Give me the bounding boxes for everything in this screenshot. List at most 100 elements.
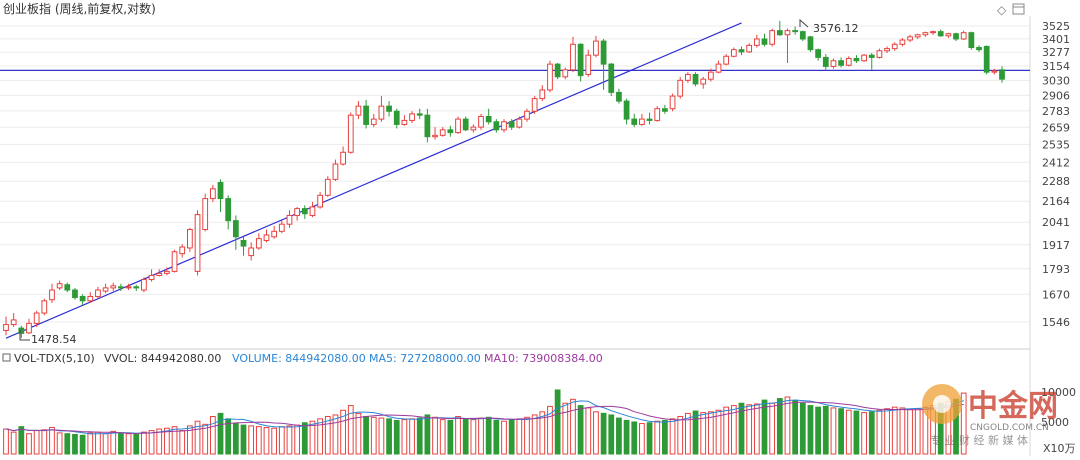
candle-body (355, 105, 362, 116)
candle-body (976, 47, 982, 51)
candle (455, 116, 461, 134)
price-axis-label: 2535 (1042, 138, 1070, 151)
volume-bar (187, 425, 193, 455)
volume-bar (470, 419, 477, 455)
candle (570, 36, 576, 73)
candle (102, 283, 109, 294)
volume-bar (56, 432, 63, 455)
volume-bars (3, 389, 967, 455)
candle (799, 30, 806, 42)
candle (49, 283, 55, 303)
candle (209, 184, 216, 202)
candle (608, 62, 615, 97)
volume-bar (263, 426, 270, 455)
candle (485, 108, 492, 125)
candle-body (516, 118, 523, 128)
volume-bar (110, 430, 117, 455)
volume-bar (278, 426, 285, 455)
candle (999, 66, 1005, 83)
candle-body (393, 110, 400, 125)
candle-body (845, 58, 852, 66)
volume-bar (616, 417, 622, 455)
candle (194, 210, 201, 276)
candle (707, 68, 714, 82)
candle (424, 108, 431, 143)
candle-body (225, 198, 232, 222)
volume-bar (118, 432, 124, 455)
volume-bar (294, 424, 301, 455)
candle (700, 76, 707, 89)
candle-body (294, 208, 301, 216)
volume-bar (209, 416, 216, 455)
candle (41, 298, 48, 316)
candle-body (278, 223, 285, 232)
candle (792, 26, 799, 35)
candle-body (470, 126, 477, 131)
volume-bar (478, 417, 484, 455)
candle-body (562, 69, 569, 78)
volume-bar (501, 420, 507, 455)
candle (340, 146, 346, 166)
candle (64, 282, 71, 293)
diamond-icon[interactable]: ◇ (997, 3, 1007, 17)
candle-body (723, 55, 730, 65)
volume-bar (608, 414, 615, 455)
volume-bar (340, 409, 346, 455)
candle (600, 38, 607, 90)
candle-body (669, 95, 676, 110)
candle-body (363, 105, 369, 125)
volume-bar (715, 409, 722, 455)
candle (332, 159, 339, 181)
volume-bar (41, 429, 48, 455)
candle (868, 52, 875, 70)
candle-body (853, 58, 860, 62)
candle-body (10, 319, 17, 326)
volume-bar (815, 406, 821, 455)
candle-body (677, 79, 684, 97)
volume-bar (393, 419, 400, 455)
volume-bar (286, 425, 293, 455)
volume-bar (156, 428, 163, 455)
volume-bar (654, 420, 661, 455)
volume-bar (524, 416, 530, 455)
candle-body (953, 33, 959, 40)
volume-bar (868, 411, 875, 455)
candle (355, 101, 362, 120)
candle-body (769, 30, 776, 45)
volume-bar (370, 416, 377, 455)
volume-bar (455, 416, 461, 455)
volume-bar (769, 402, 776, 455)
candle-body (64, 284, 71, 291)
volume-bar (876, 409, 883, 455)
volume-indicator-name: VOL-TDX(5,10) (14, 352, 95, 365)
watermark: 中金网 CNGOLD.COM.CN 专 业 财 经 新 媒 体 (920, 372, 1080, 456)
candle (33, 310, 40, 327)
candle (225, 195, 232, 230)
volume-bar (899, 407, 906, 455)
candle-body (409, 113, 415, 121)
candle (148, 269, 155, 282)
candle-body (110, 285, 117, 289)
candle (516, 116, 523, 129)
volume-bar (700, 412, 707, 455)
candle-body (332, 163, 339, 180)
candle-body (524, 110, 530, 120)
volume-bar (102, 433, 109, 455)
candle (945, 32, 952, 38)
volume-bar (355, 412, 362, 455)
volume-bar (33, 430, 40, 455)
volume-bar (738, 402, 745, 455)
candle (845, 56, 852, 67)
candle (914, 33, 921, 39)
candle (646, 112, 653, 125)
candle-body (799, 31, 806, 40)
volume-settings-icon[interactable] (2, 353, 11, 362)
candle-body (455, 118, 461, 134)
volume-bar (753, 403, 760, 455)
candle (278, 220, 285, 234)
candle-body (930, 31, 936, 34)
candle (876, 48, 883, 59)
candle-body (616, 91, 622, 102)
window-icon[interactable] (1012, 3, 1025, 15)
